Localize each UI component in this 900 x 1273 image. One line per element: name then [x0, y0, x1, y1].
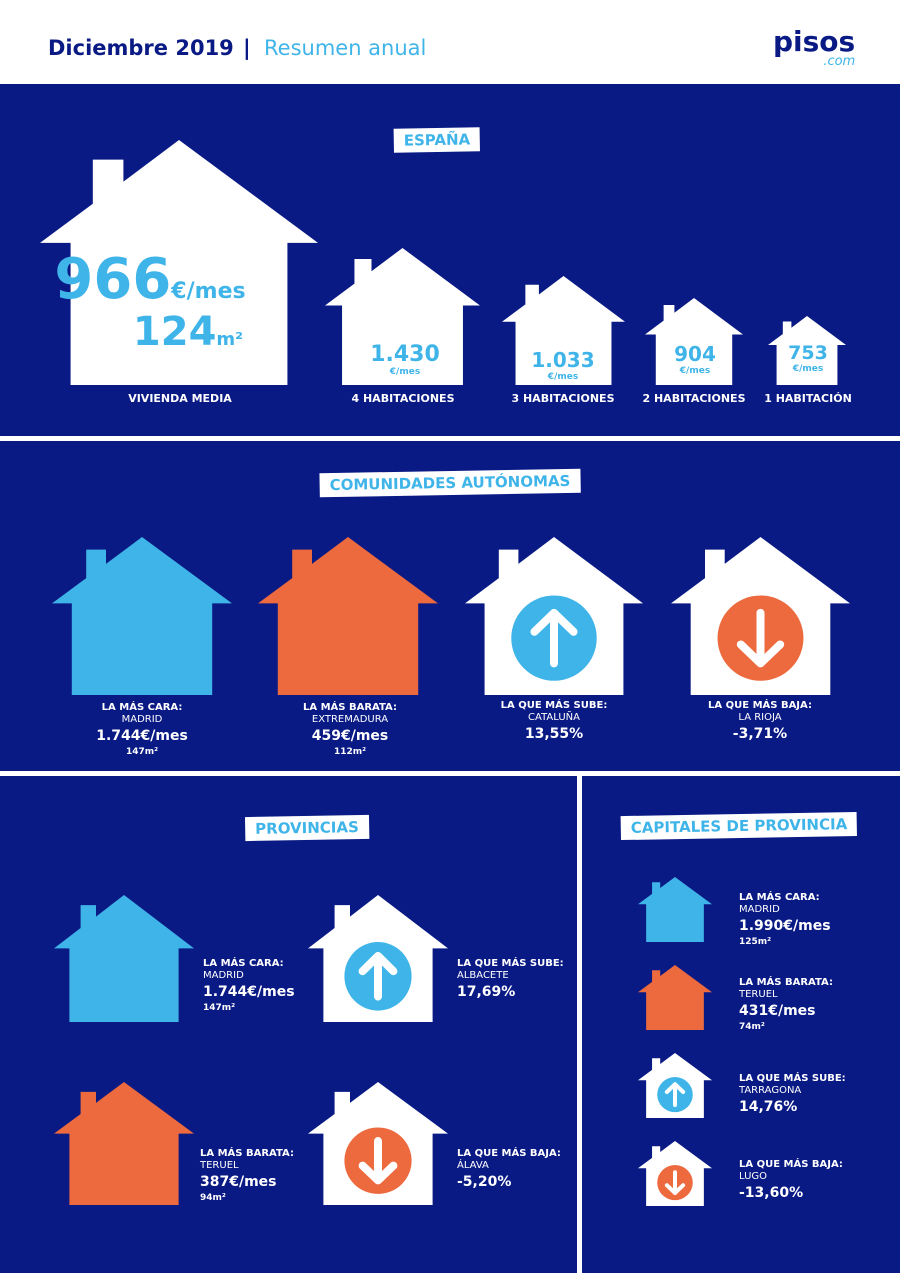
- divider: [0, 771, 900, 776]
- house-icon: [768, 316, 846, 385]
- provincia-stat: LA QUE MÁS BAJA: ÁLAVA -5,20%: [457, 1148, 561, 1190]
- arrow-up-icon: [667, 1084, 683, 1105]
- section-title-espana: ESPAÑA: [393, 127, 481, 153]
- house-icon: [645, 298, 743, 385]
- house-light-blue-icon: [52, 537, 232, 695]
- capital-stat: LA QUE MÁS SUBE: TARRAGONA 14,76%: [739, 1073, 846, 1115]
- capital-stat: LA MÁS CARA: MADRID 1.990€/mes 125m²: [739, 892, 831, 947]
- room-price: 1.033 €/mes: [531, 348, 595, 382]
- room-price: 1.430 €/mes: [370, 342, 440, 377]
- arrow-up-icon: [534, 613, 573, 664]
- house-orange-icon: [258, 537, 438, 695]
- capital-stat: LA MÁS BARATA: TERUEL 431€/mes 74m²: [739, 977, 833, 1032]
- house-shape: [54, 895, 194, 1022]
- comunidad-stat: LA MÁS BARATA: EXTREMADURA 459€/mes 112m²: [303, 702, 397, 757]
- section-title-provincias: PROVINCIAS: [244, 814, 370, 842]
- house-shape: [638, 965, 712, 1030]
- house-icon: [40, 140, 318, 385]
- house-arrow-up-icon: [308, 895, 448, 1022]
- header-subtitle: Resumen anual: [264, 36, 427, 60]
- media-area: 124m²: [132, 309, 244, 355]
- house-shape: [645, 298, 743, 385]
- divider: [577, 771, 582, 1273]
- section-title-capitales: CAPITALES DE PROVINCIA: [620, 811, 858, 841]
- logo-main: pisos: [773, 25, 856, 58]
- house-arrow-down-icon: [638, 1141, 712, 1206]
- logo: pisos .com: [773, 25, 856, 70]
- house-icon: [502, 276, 625, 385]
- house-shape: [54, 1082, 194, 1205]
- provincia-stat: LA QUE MÁS SUBE: ALBACETE 17,69%: [457, 958, 564, 1000]
- room-label: 1 HABITACIÓN: [764, 392, 852, 405]
- house-shape: [52, 537, 232, 695]
- house-arrow-up-icon: [638, 1053, 712, 1118]
- divider: [0, 436, 900, 441]
- media-label: VIVIENDA MEDIA: [128, 392, 232, 405]
- house-arrow-down-icon: [671, 537, 850, 695]
- section-title-comunidades: COMUNIDADES AUTÓNOMAS: [319, 468, 581, 498]
- house-light-blue-icon: [638, 877, 712, 942]
- arrow-down-icon: [741, 613, 780, 664]
- header-separator: |: [243, 36, 251, 60]
- capital-stat: LA QUE MÁS BAJA: LUGO -13,60%: [739, 1159, 843, 1201]
- room-price: 904 €/mes: [674, 342, 716, 376]
- house-shape: [768, 316, 846, 385]
- header: Diciembre 2019 | Resumen anual pisos .co…: [0, 0, 900, 84]
- house-icon: [325, 248, 480, 385]
- house-arrow-down-icon: [308, 1082, 448, 1205]
- arrow-up-icon: [363, 956, 394, 997]
- room-label: 4 HABITACIONES: [351, 392, 455, 405]
- house-arrow-up-icon: [465, 537, 643, 695]
- logo-sub: .com: [823, 54, 856, 69]
- provincia-stat: LA MÁS CARA: MADRID 1.744€/mes 147m²: [203, 958, 295, 1013]
- house-orange-icon: [638, 965, 712, 1030]
- room-price: 753 €/mes: [788, 342, 828, 374]
- header-date: Diciembre 2019: [48, 36, 234, 60]
- provincia-stat: LA MÁS BARATA: TERUEL 387€/mes 94m²: [200, 1148, 294, 1203]
- room-label: 3 HABITACIONES: [511, 392, 615, 405]
- house-shape: [258, 537, 438, 695]
- house-orange-icon: [54, 1082, 194, 1205]
- arrow-down-icon: [363, 1141, 394, 1180]
- comunidad-stat: LA QUE MÁS SUBE: CATALUÑA 13,55%: [500, 700, 608, 742]
- house-shape: [638, 877, 712, 942]
- media-price: 966€/mes: [54, 247, 246, 312]
- room-label: 2 HABITACIONES: [642, 392, 746, 405]
- comunidad-stat: LA MÁS CARA: MADRID 1.744€/mes 147m²: [96, 702, 188, 757]
- house-light-blue-icon: [54, 895, 194, 1022]
- comunidad-stat: LA QUE MÁS BAJA: LA RIOJA -3,71%: [708, 700, 812, 742]
- house-shape: [40, 140, 318, 385]
- house-shape: [502, 276, 625, 385]
- house-shape: [325, 248, 480, 385]
- arrow-down-icon: [667, 1172, 683, 1193]
